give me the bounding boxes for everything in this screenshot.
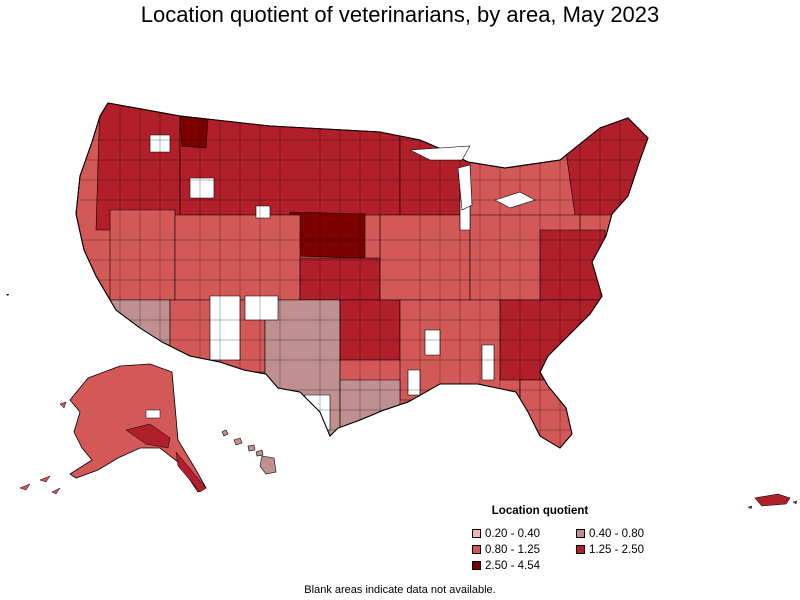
region-gulf-coast [339,379,401,431]
great-lakes [408,145,536,211]
legend-item: 0.20 - 0.40 [472,527,576,540]
legend-item: 0.40 - 0.80 [576,527,680,540]
no-data-area [244,295,279,321]
legend-label: 2.50 - 4.54 [485,559,540,572]
map-title: Location quotient of veterinarians, by a… [140,2,660,27]
puerto-rico [747,493,798,510]
legend-label: 1.25 - 2.50 [589,543,644,556]
legend-item: 2.50 - 4.54 [472,559,576,572]
hawaii [221,429,277,475]
legend: Location quotient 0.20 - 0.40 0.40 - 0.8… [460,505,680,572]
legend-swatch [472,561,481,570]
region-idaho-panhandle [179,115,209,149]
region-midwest [379,214,471,301]
legend-label: 0.40 - 0.80 [589,527,644,540]
region-northeast [559,109,648,216]
contiguous-us [75,102,649,449]
legend-item: 1.25 - 2.50 [576,543,680,556]
legend-swatch [472,545,481,554]
legend-swatch [576,545,585,554]
no-data-area [255,205,271,219]
no-data-area [189,177,215,199]
no-data-area [481,344,495,381]
legend-swatch [472,529,481,538]
legend-label: 0.20 - 0.40 [485,527,540,540]
no-data-area [407,369,421,396]
region-oklahoma [339,299,401,361]
region-nebraska [289,211,366,259]
region-mountain-west [174,214,301,301]
region-mid-atlantic [539,229,606,301]
legend-item: 0.80 - 1.25 [472,543,576,556]
legend-swatch [576,529,585,538]
no-data-area [209,295,241,361]
no-data-area [424,329,441,356]
legend-grid: 0.20 - 0.40 0.40 - 0.80 0.80 - 1.25 1.25… [472,527,680,572]
footnote: Blank areas indicate data not available. [304,584,496,596]
region-northern-plains [179,109,401,216]
alaska [19,363,207,495]
region-great-basin [109,209,176,301]
legend-title: Location quotient [491,505,589,517]
region-southern-california [107,299,171,346]
legend-label: 0.80 - 1.25 [485,543,540,556]
